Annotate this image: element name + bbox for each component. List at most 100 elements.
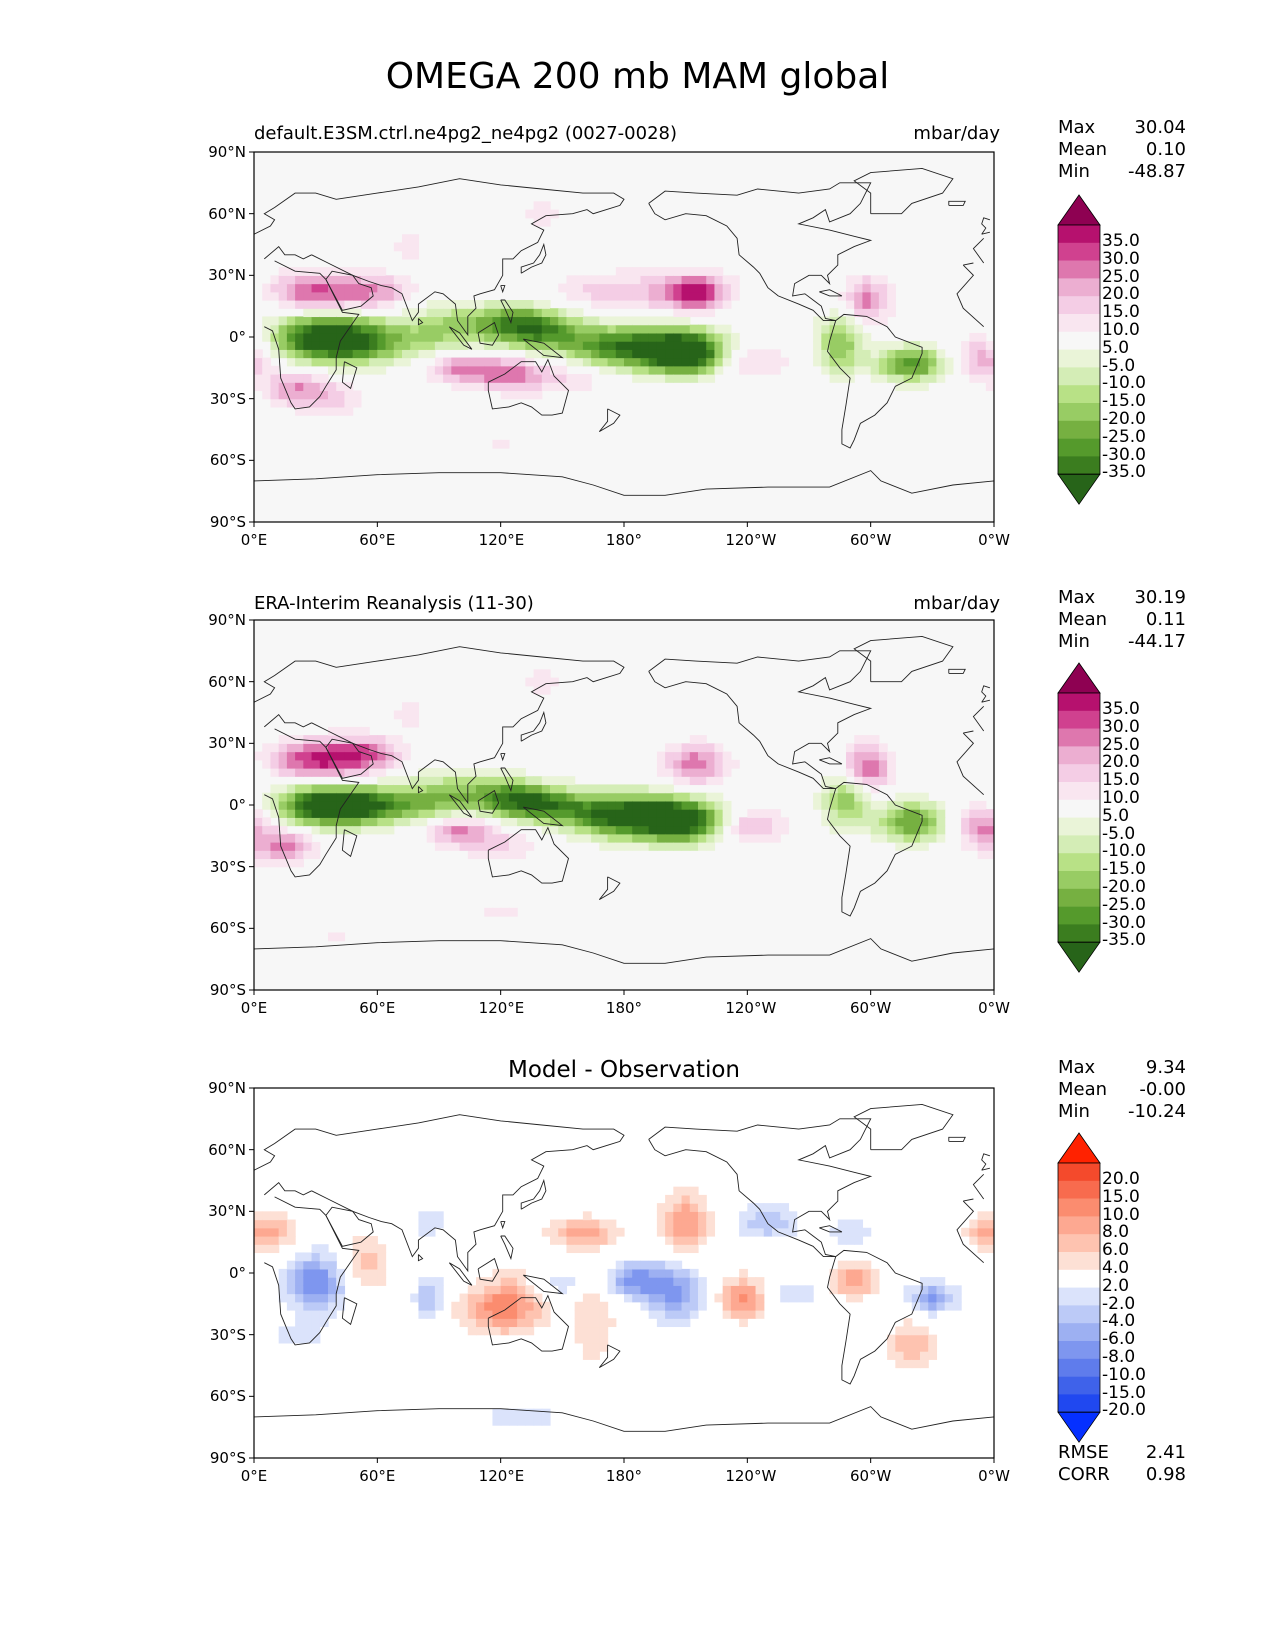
contour-cell xyxy=(911,1342,921,1352)
contour-cell xyxy=(328,1293,337,1303)
contour-cell xyxy=(985,850,994,860)
contour-cell xyxy=(311,809,321,818)
contour-cell xyxy=(558,1219,568,1229)
contour-cell xyxy=(385,324,395,334)
contour-cell xyxy=(656,1211,666,1221)
contour-cell xyxy=(533,685,543,695)
contour-cell xyxy=(698,357,707,367)
coastline xyxy=(520,710,547,742)
contour-cell xyxy=(582,332,592,342)
contour-cell xyxy=(624,842,633,851)
contour-cell xyxy=(319,283,329,293)
contour-cell xyxy=(533,365,543,375)
contour-cell xyxy=(418,768,428,777)
contour-cell xyxy=(410,234,420,244)
contour-cell xyxy=(862,800,872,810)
contour-cell xyxy=(911,800,921,810)
contour-cell xyxy=(681,833,691,843)
contour-cell xyxy=(599,357,609,367)
contour-cell xyxy=(624,833,633,843)
contour-cell xyxy=(698,308,707,318)
contour-cell xyxy=(607,1277,617,1286)
contour-cell xyxy=(418,817,428,827)
contour-cell xyxy=(739,825,748,835)
lat-tick-label: 30°N xyxy=(208,266,246,285)
contour-cell xyxy=(854,1285,864,1295)
contour-cell xyxy=(303,1252,313,1262)
contour-cell xyxy=(286,382,296,392)
contour-cell xyxy=(681,1211,691,1221)
contour-cell xyxy=(311,390,321,400)
panel-model-units: mbar/day xyxy=(913,123,1000,144)
contour-cell xyxy=(385,275,395,285)
contour-cell xyxy=(295,1293,304,1303)
contour-cell xyxy=(467,365,477,375)
contour-cell xyxy=(336,291,346,301)
contour-cell xyxy=(920,842,929,851)
contour-cell xyxy=(920,1301,929,1311)
contour-cell xyxy=(303,406,313,416)
contour-cell xyxy=(632,842,642,851)
contour-cell xyxy=(336,743,346,753)
contour-cell xyxy=(862,341,872,350)
contour-cell xyxy=(426,349,436,359)
contour-cell xyxy=(648,1268,658,1278)
contour-cell xyxy=(722,800,732,810)
contour-cell xyxy=(615,341,625,350)
contour-cell xyxy=(582,382,592,392)
contour-cell xyxy=(533,382,543,392)
contour-cell xyxy=(451,357,461,367)
contour-cell xyxy=(418,349,428,359)
contour-cell xyxy=(582,1342,592,1352)
stat-mean-label: Mean xyxy=(1058,609,1108,630)
contour-cell xyxy=(582,1310,592,1319)
coastlines xyxy=(254,167,994,496)
contour-cell xyxy=(985,817,994,827)
colorbar-segment xyxy=(1058,349,1100,368)
coastline xyxy=(254,178,625,337)
coastline xyxy=(853,635,954,683)
contour-cell xyxy=(492,1285,502,1295)
contour-cell xyxy=(837,291,847,301)
contour-cell xyxy=(846,1285,855,1295)
contour-cell xyxy=(582,833,592,843)
contour-cell xyxy=(640,1285,650,1295)
contour-cell xyxy=(558,283,568,293)
contour-cell xyxy=(508,332,518,342)
contour-cell xyxy=(969,800,979,810)
contour-cell xyxy=(722,1310,732,1319)
contour-cell xyxy=(500,374,510,383)
contour-cell xyxy=(648,817,658,827)
stat-mean-value: 0.10 xyxy=(1145,139,1186,160)
contour-cell xyxy=(286,858,296,868)
contour-cell xyxy=(837,1219,847,1229)
contour-cell xyxy=(311,332,321,342)
coastline xyxy=(981,685,991,703)
contour-cell xyxy=(722,275,732,285)
contour-cell xyxy=(286,283,296,293)
contour-cell xyxy=(286,1285,296,1295)
contour-cell xyxy=(969,833,979,843)
panel-diff-metrics: RMSE 2.41 CORR 0.98 xyxy=(1058,1442,1186,1486)
contour-cell xyxy=(763,1211,773,1221)
contour-cell xyxy=(870,365,880,375)
contour-cell xyxy=(443,300,452,309)
contour-cell xyxy=(574,316,584,326)
contour-cell xyxy=(377,751,387,761)
contour-cell xyxy=(936,349,946,359)
contour-cell xyxy=(533,1301,543,1311)
contour-cell xyxy=(476,784,485,794)
contour-cell xyxy=(286,1219,296,1229)
contour-cell xyxy=(656,324,666,334)
contour-cell xyxy=(706,800,716,810)
contour-cell xyxy=(303,1310,313,1319)
contour-cell xyxy=(706,809,716,818)
contour-cell xyxy=(550,784,559,794)
coastline xyxy=(963,1198,974,1202)
contour-cell xyxy=(492,341,502,350)
contour-cell xyxy=(550,1219,559,1229)
contour-cell xyxy=(369,768,378,777)
contour-cell xyxy=(599,275,609,285)
contour-cell xyxy=(714,332,724,342)
colorbar-segment xyxy=(1058,799,1100,818)
